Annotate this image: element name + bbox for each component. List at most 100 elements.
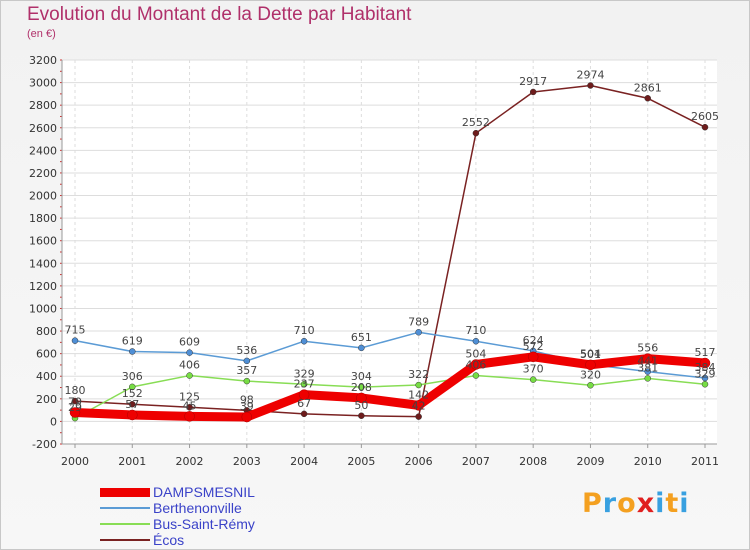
data-point-3: [644, 95, 651, 102]
series-line-0: [70, 352, 710, 422]
data-point-2: [243, 377, 251, 385]
x-tick-label: 2007: [462, 455, 490, 468]
data-point-2: [358, 383, 365, 391]
legend-item-bus-saint-remy: Bus-Saint-Rémy: [100, 516, 255, 532]
logo-letter: x: [636, 488, 656, 519]
data-point-0: [413, 400, 424, 411]
data-point-2: [701, 381, 709, 388]
data-point-3: [529, 88, 537, 96]
data-point-0: [585, 359, 596, 371]
data-label-2: 406: [179, 359, 200, 372]
data-point-3: [129, 400, 136, 408]
data-label-0: 208: [351, 381, 372, 394]
data-point-0: [699, 357, 711, 369]
data-point-3: [71, 397, 79, 405]
legend-item-berthenonville: Berthenonville: [100, 500, 255, 516]
data-label-0: 57: [125, 398, 139, 411]
data-label-0: 142: [408, 388, 429, 401]
legend-swatch-ecos: [100, 539, 150, 541]
logo-letter: i: [655, 488, 666, 519]
x-tick-label: 2005: [347, 455, 375, 468]
data-point-2: [472, 372, 480, 379]
data-label-0: 79: [68, 395, 82, 408]
data-point-0: [642, 353, 653, 364]
y-tick-label: 1200: [29, 280, 57, 293]
data-label-1: 384: [695, 361, 716, 374]
y-tick-label: 2600: [29, 122, 57, 135]
logo-letter: o: [617, 488, 637, 519]
data-label-1: 504: [580, 347, 601, 360]
data-label-2: 306: [122, 370, 143, 383]
data-point-3: [186, 404, 193, 411]
data-point-2: [300, 381, 308, 388]
data-label-2: 329: [294, 367, 315, 380]
x-tick-label: 2002: [176, 455, 204, 468]
logo-letter: r: [602, 488, 618, 519]
data-label-0: 45: [183, 399, 197, 412]
data-point-3: [415, 413, 422, 420]
data-label-3: 2605: [691, 110, 719, 123]
series-line-3: [74, 84, 706, 418]
data-point-2: [587, 382, 594, 389]
data-point-2: [129, 383, 136, 391]
data-label-1: 609: [179, 336, 200, 349]
legend-label-berthenonville: Berthenonville: [153, 500, 242, 516]
series-line-2: [74, 374, 706, 419]
data-label-2: 304: [351, 370, 372, 383]
chart-subtitle: (en €): [27, 28, 56, 40]
data-label-2: 370: [523, 363, 544, 376]
logo-letter: i: [679, 488, 690, 519]
data-label-2: 329: [695, 367, 716, 380]
data-point-0: [470, 359, 482, 370]
data-label-0: 556: [637, 342, 658, 355]
data-label-1: 619: [122, 335, 143, 348]
data-point-1: [358, 344, 365, 352]
y-tick-label: 0: [50, 415, 57, 428]
y-tick-label: 1000: [29, 302, 57, 315]
data-label-0: 517: [695, 346, 716, 359]
data-point-2: [415, 381, 422, 389]
legend-swatch-berthenonville: [100, 507, 150, 509]
y-tick-label: 2400: [29, 144, 57, 157]
y-tick-label: 200: [36, 393, 57, 406]
data-point-0: [241, 411, 253, 423]
logo-letter: t: [665, 488, 680, 519]
data-point-0: [527, 351, 539, 363]
data-label-3: 50: [354, 399, 368, 412]
legend-label-bus-saint-remy: Bus-Saint-Rémy: [153, 516, 255, 532]
data-label-2: 322: [408, 368, 429, 381]
data-point-1: [129, 348, 136, 355]
y-tick-label: 3000: [29, 77, 57, 90]
data-label-2: 29: [68, 401, 82, 414]
x-tick-label: 2003: [233, 455, 261, 468]
data-label-0: 237: [294, 378, 315, 391]
data-label-3: 42: [412, 400, 426, 413]
data-point-1: [472, 337, 480, 345]
x-tick-label: 2001: [118, 455, 146, 468]
x-tick-label: 2006: [405, 455, 433, 468]
data-point-0: [298, 389, 310, 400]
data-label-3: 2861: [634, 81, 662, 94]
data-point-1: [71, 337, 79, 344]
data-label-1: 536: [236, 344, 257, 357]
data-point-2: [529, 376, 537, 383]
data-point-1: [243, 357, 251, 365]
legend-item-ecos: Écos: [100, 532, 255, 548]
x-tick-label: 2004: [290, 455, 318, 468]
legend-swatch-bus-saint-remy: [100, 523, 150, 525]
data-label-3: 67: [297, 397, 311, 410]
data-point-3: [358, 412, 365, 420]
x-tick-label: 2000: [61, 455, 89, 468]
legend: DAMPSMESNIL Berthenonville Bus-Saint-Rém…: [100, 484, 255, 548]
y-tick-label: 800: [36, 325, 57, 338]
data-point-3: [300, 410, 308, 418]
plot-area: [62, 60, 717, 444]
data-label-2: 406: [465, 359, 486, 372]
data-label-3: 152: [122, 387, 143, 400]
data-label-2: 381: [637, 361, 658, 374]
data-label-0: 504: [465, 347, 486, 360]
x-tick-label: 2011: [691, 455, 719, 468]
data-label-0: 572: [523, 340, 544, 353]
y-tick-label: 600: [36, 348, 57, 361]
